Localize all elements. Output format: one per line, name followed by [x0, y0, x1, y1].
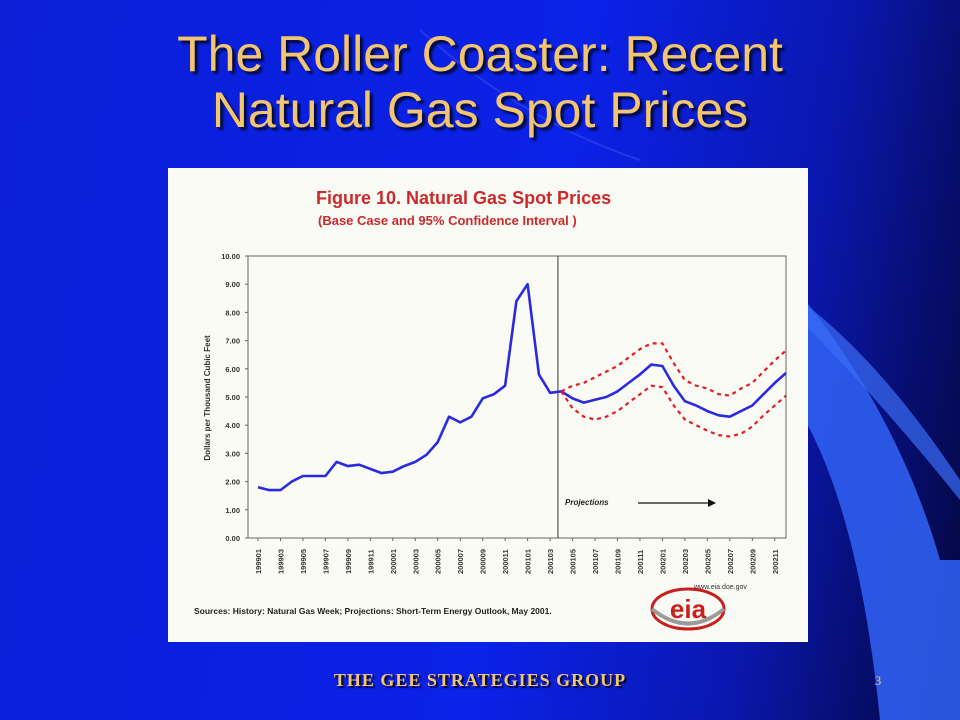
x-tick-label: 200111 [636, 550, 645, 574]
x-tick-label: 199905 [299, 549, 308, 574]
y-tick-label: 4.00 [225, 421, 240, 430]
slide-title-line-1: The Roller Coaster: Recent [177, 26, 783, 82]
footer-text: THE GEE STRATEGIES GROUP [333, 670, 627, 690]
y-tick-label: 9.00 [225, 280, 240, 289]
x-tick-label: 199907 [321, 549, 330, 574]
base-case-line [257, 282, 787, 492]
series-layer [257, 282, 787, 492]
x-tick-label: 200211 [771, 549, 780, 574]
x-tick-label: 200105 [569, 549, 578, 574]
source-note: Sources: History: Natural Gas Week; Proj… [194, 606, 552, 616]
x-tick-label: 199901 [254, 549, 263, 574]
eia-logo-text: eia [670, 594, 707, 624]
chart-panel: Figure 10. Natural Gas Spot Prices (Base… [168, 168, 808, 642]
x-tick-label: 200009 [479, 549, 488, 574]
x-tick-label: 200207 [726, 549, 735, 574]
slide-title: The Roller Coaster: Recent Natural Gas S… [60, 26, 900, 138]
x-tick-label: 200005 [434, 549, 443, 574]
y-tick-label: 5.00 [225, 393, 240, 402]
y-axis-ticks: 0.00 1.00 2.00 3.00 4.00 5.00 6.00 7.00 8.00 9.00… [221, 252, 248, 543]
x-tick-label: 200107 [591, 549, 600, 574]
x-tick-label: 200001 [389, 549, 398, 574]
x-tick-label: 200011 [501, 549, 510, 574]
x-tick-label: 200101 [524, 549, 533, 574]
upper-confidence-line [560, 342, 787, 397]
eia-logo: eia www.eia.doe.gov [650, 584, 747, 631]
x-tick-label: 200109 [613, 549, 622, 574]
gas-price-chart: Figure 10. Natural Gas Spot Prices (Base… [194, 188, 787, 631]
x-tick-label: 199903 [276, 549, 285, 574]
x-tick-label: 200203 [681, 549, 690, 574]
x-tick-label: 199909 [344, 549, 353, 574]
y-tick-label: 10.00 [221, 252, 240, 261]
y-tick-label: 0.00 [225, 534, 240, 543]
slide-title-line-2: Natural Gas Spot Prices [211, 82, 749, 138]
y-tick-label: 8.00 [225, 308, 240, 317]
y-tick-label: 7.00 [225, 337, 240, 346]
chart-subtitle: (Base Case and 95% Confidence Interval ) [318, 213, 577, 228]
y-tick-label: 6.00 [225, 365, 240, 374]
chart-title: Figure 10. Natural Gas Spot Prices [316, 188, 611, 208]
x-tick-label: 200103 [546, 549, 555, 574]
x-tick-label: 200003 [411, 549, 420, 574]
x-tick-label: 199911 [366, 549, 375, 574]
x-tick-label: 200201 [658, 549, 667, 574]
y-tick-label: 1.00 [225, 506, 240, 515]
x-tick-label: 200209 [748, 549, 757, 574]
x-tick-label: 200007 [456, 549, 465, 574]
y-tick-label: 2.00 [225, 478, 240, 487]
lower-confidence-line [560, 384, 787, 438]
projections-label: Projections [565, 498, 609, 507]
x-tick-label: 200205 [703, 549, 712, 574]
x-axis-ticks: 199901 199903 199905 199907 199909 199911 2000… [254, 538, 780, 574]
page-number: 3 [874, 673, 882, 688]
projections-arrowhead [708, 499, 716, 507]
y-axis-label: Dollars per Thousand Cubic Feet [203, 335, 212, 461]
y-tick-label: 3.00 [225, 449, 240, 458]
eia-logo-url: www.eia.doe.gov [693, 584, 747, 591]
